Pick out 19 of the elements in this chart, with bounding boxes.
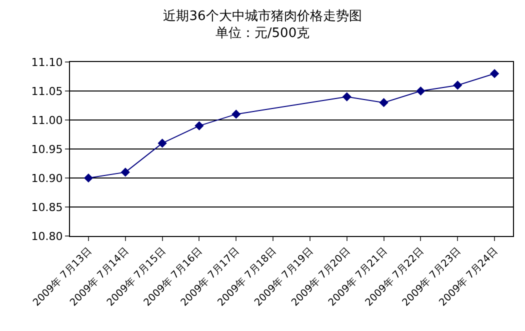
point [342,92,352,102]
point [84,173,94,183]
point [490,69,500,78]
y-tick-label: 10.90 [31,172,63,185]
point [194,121,204,130]
point [379,98,388,108]
point [416,86,426,96]
point [120,168,130,177]
y-tick-label: 10.95 [31,142,63,156]
chart-title: 近期36个大中城市猪肉价格走势图 [163,8,362,24]
y-tick-label: 11.05 [31,84,63,98]
y-tick-label: 11.10 [31,56,63,69]
point [232,110,241,119]
y-tick-label: 10.85 [31,200,63,214]
point [158,138,167,148]
y-tick-label: 11.00 [31,114,63,127]
y-tick-label: 10.80 [31,230,63,243]
chart-subtitle: 单位：元/500克 [215,26,310,41]
point [453,80,462,90]
